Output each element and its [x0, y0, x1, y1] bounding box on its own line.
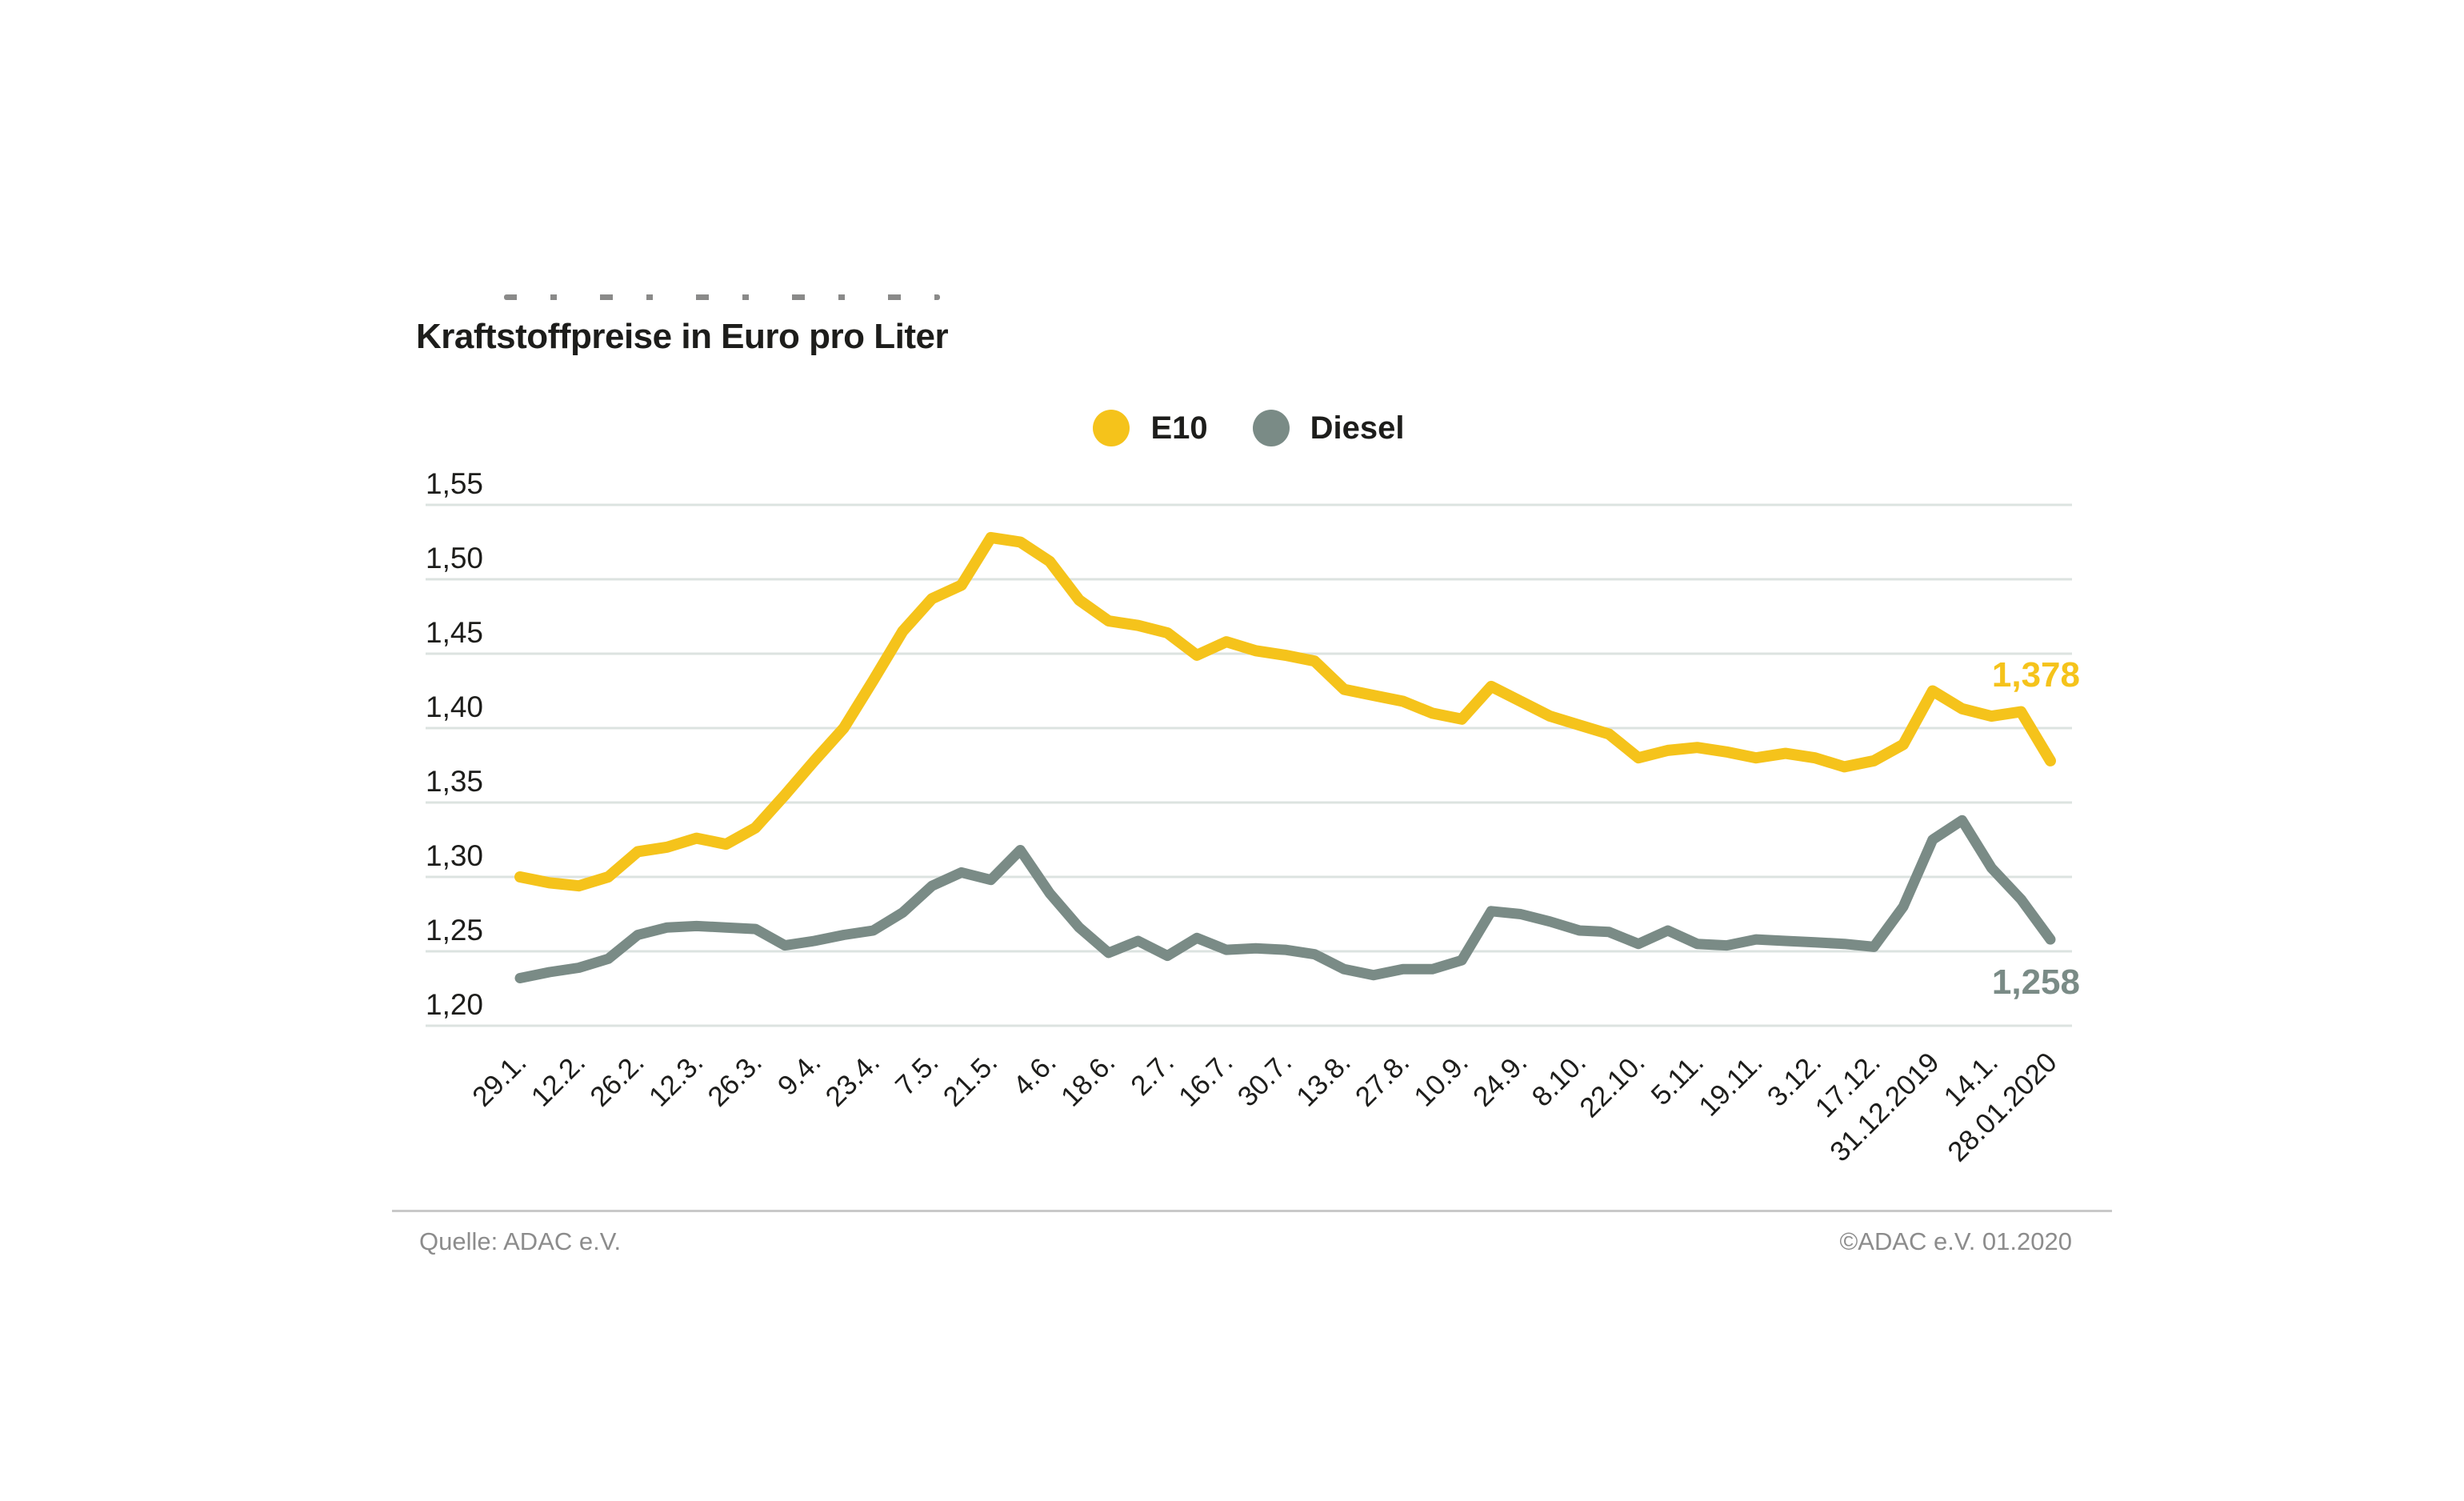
x-axis-label: 18.6. — [1055, 1047, 1122, 1113]
x-axis-label: 22.10. — [1574, 1047, 1650, 1123]
y-axis-label: 1,35 — [426, 765, 483, 798]
chart-title: Kraftstoffpreise in Euro pro Liter — [416, 317, 949, 356]
e10-color-dot-icon — [1093, 410, 1130, 446]
x-axis-label: 26.3. — [702, 1047, 768, 1113]
x-axis-label: 13.8. — [1290, 1047, 1357, 1113]
x-axis-label: 19.11. — [1693, 1047, 1769, 1123]
x-axis-label: 26.2. — [584, 1047, 650, 1113]
source-note: Quelle: ADAC e.V. — [419, 1227, 622, 1255]
x-axis-label: 29.1. — [466, 1047, 533, 1113]
x-axis-label: 27.8. — [1350, 1047, 1416, 1113]
e10-line — [514, 531, 2056, 892]
x-axis-label: 4.6. — [1007, 1047, 1062, 1102]
y-axis-label: 1,55 — [426, 467, 483, 500]
x-axis-label: 24.9. — [1467, 1047, 1534, 1113]
x-axis-label: 12.2. — [526, 1047, 592, 1113]
legend-item-e10: E10 — [1093, 410, 1208, 446]
x-axis-label: 21.5. — [938, 1047, 1004, 1113]
x-axis-label: 2.7. — [1125, 1047, 1180, 1102]
legend-label-diesel: Diesel — [1310, 410, 1405, 446]
x-axis-label: 7.5. — [890, 1047, 945, 1102]
x-axis-label: 12.3. — [643, 1047, 710, 1113]
legend-item-diesel: Diesel — [1252, 410, 1405, 446]
y-axis-label: 1,30 — [426, 839, 483, 872]
x-axis-label: 16.7. — [1173, 1047, 1239, 1113]
chart-legend: E10 Diesel — [426, 410, 2072, 446]
e10-end-value-label: 1,378 — [1992, 655, 2080, 694]
x-axis-label: 10.9. — [1408, 1047, 1474, 1113]
x-axis-label: 9.4. — [772, 1047, 827, 1102]
y-axis-label: 1,45 — [426, 616, 483, 649]
cropped-text-artifact — [504, 294, 940, 300]
diesel-line — [514, 815, 2056, 983]
diesel-color-dot-icon — [1252, 410, 1290, 446]
y-axis-label: 1,50 — [426, 542, 483, 574]
copyright-note: ©ADAC e.V. 01.2020 — [1839, 1227, 2072, 1255]
x-axis-label: 30.7. — [1232, 1047, 1298, 1113]
x-axis-label: 23.4. — [819, 1047, 886, 1113]
legend-label-e10: E10 — [1150, 410, 1208, 446]
diesel-end-value-label: 1,258 — [1992, 963, 2080, 1002]
y-axis-label: 1,40 — [426, 690, 483, 723]
y-axis-label: 1,25 — [426, 914, 483, 947]
y-axis-label: 1,20 — [426, 988, 483, 1021]
footer-divider — [392, 1210, 2112, 1212]
